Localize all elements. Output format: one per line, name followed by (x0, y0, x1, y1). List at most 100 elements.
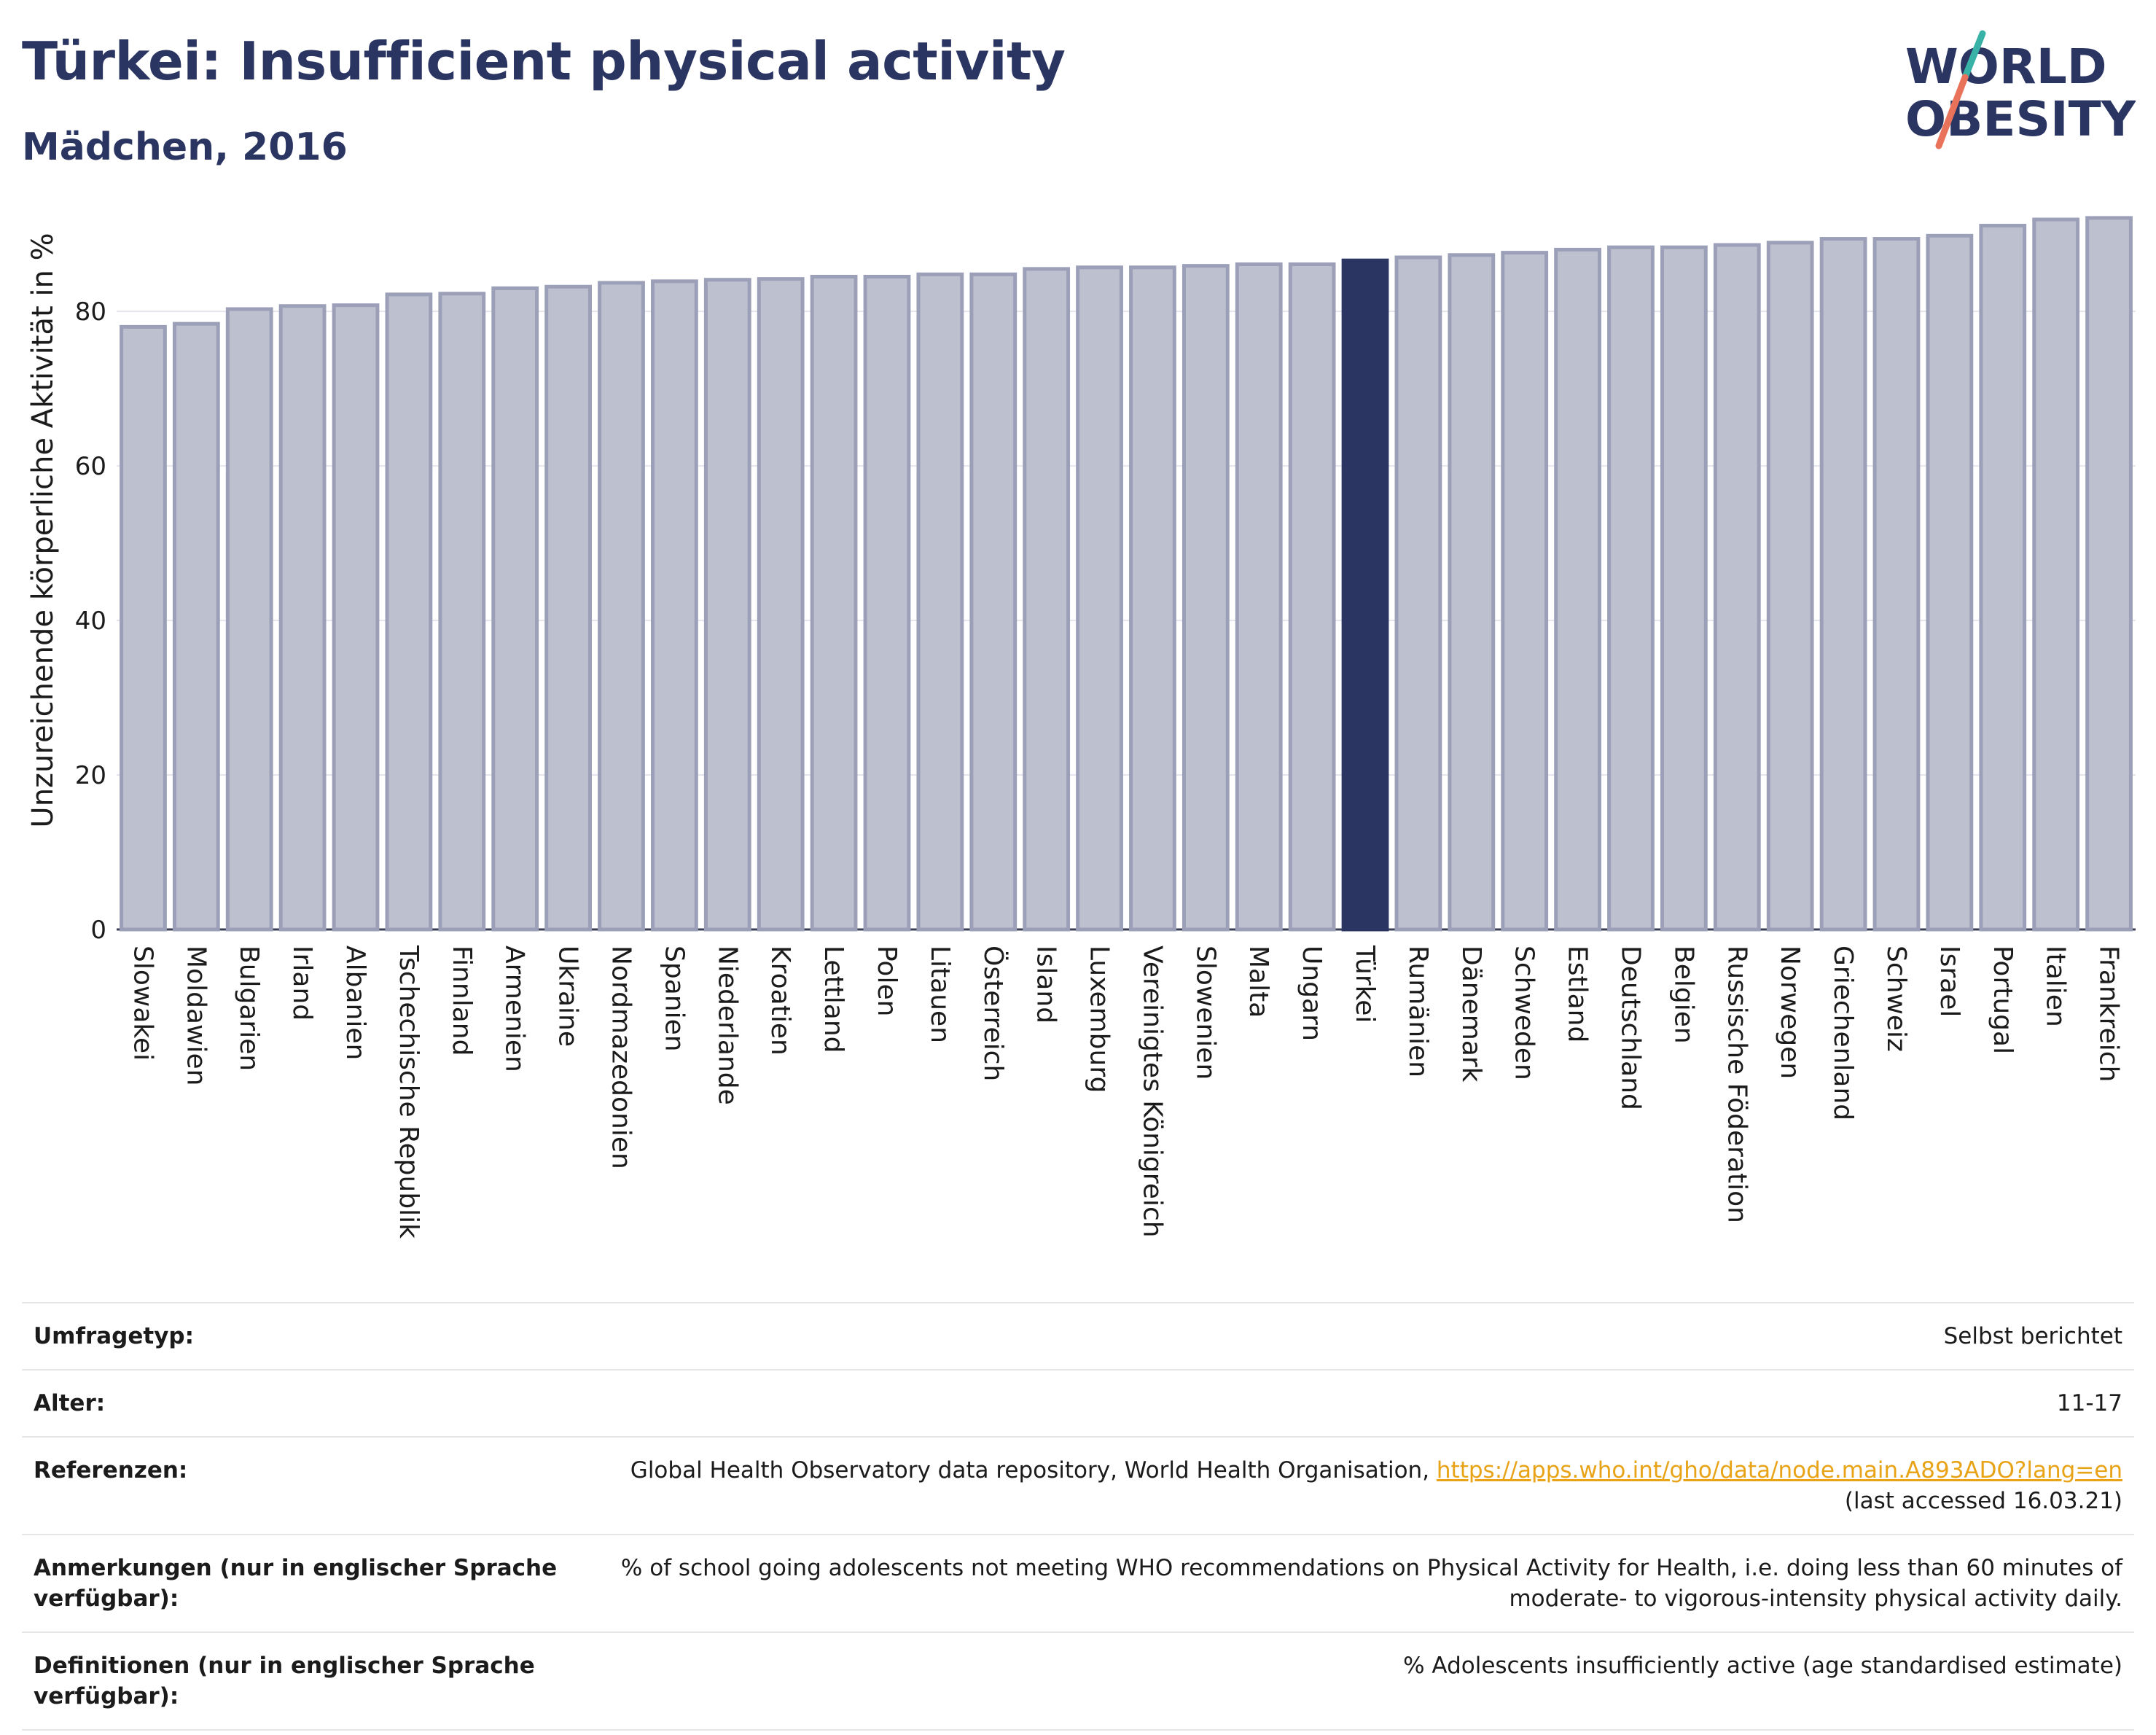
bar-spanien (651, 279, 698, 932)
x-tick-label: Dänemark (1456, 946, 1486, 1083)
x-tick-label: Vereinigtes Königreich (1137, 946, 1167, 1238)
bar-nordmazedonien (598, 281, 645, 932)
info-value: Selbst berichtet (1943, 1323, 2122, 1349)
x-tick-label: Moldawien (181, 946, 211, 1085)
x-tick-label: Irland (287, 946, 317, 1021)
reference-link[interactable]: https://apps.who.int/gho/data/node.main.… (1436, 1457, 2122, 1483)
x-tick-label: Israel (1934, 946, 1964, 1017)
x-tick-label: Kroatien (765, 946, 795, 1056)
logo-slash-coral (1935, 74, 1969, 149)
bar-griechenland (1819, 237, 1867, 932)
x-tick-label: Rumänien (1403, 946, 1433, 1077)
y-axis-label: Unzureichende körperliche Aktivität in % (26, 233, 60, 827)
bar-bulgarien (225, 307, 273, 932)
bar-belgien (1660, 245, 1708, 932)
bar-irland (278, 304, 327, 932)
info-label: Definitionen (nur in englischer Sprache … (34, 1653, 535, 1709)
info-label: Anmerkungen (nur in englischer Sprache v… (34, 1555, 558, 1612)
x-tick-label: Österreich (978, 946, 1009, 1081)
bar-türkei (1341, 258, 1389, 932)
bar-österreich (969, 272, 1018, 932)
y-axis: 0 20 40 60 80 (75, 297, 106, 945)
info-value: % Adolescents insufficiently active (age… (1403, 1653, 2122, 1679)
bar-frankreich (2085, 216, 2133, 932)
y-tick-label: 40 (75, 607, 106, 636)
x-tick-label: Schweiz (1881, 946, 1911, 1052)
info-label: Umfragetyp: (34, 1323, 194, 1349)
bar-island (1023, 267, 1071, 932)
chart-title: Türkei: Insufficient physical activity (22, 31, 1066, 92)
x-tick-label: Niederlande (712, 946, 742, 1105)
bar-slowenien (1181, 264, 1230, 932)
x-tick-label: Ukraine (553, 946, 583, 1047)
bar-norwegen (1766, 241, 1814, 932)
x-tick-label: Belgien (1668, 946, 1698, 1044)
info-row: Definitionen (nur in englischer Sprache … (22, 1632, 2134, 1730)
x-tick-label: Albanien (340, 946, 370, 1060)
bar-rumänien (1394, 255, 1442, 932)
x-tick-label: Deutschland (1616, 946, 1646, 1110)
x-tick-label: Italien (2041, 946, 2071, 1027)
bar-russische-föderation (1713, 243, 1761, 932)
info-label: Alter: (34, 1390, 106, 1416)
x-tick-label: Malta (1243, 946, 1273, 1018)
y-tick-label: 20 (75, 761, 106, 790)
bar-finnland (438, 292, 486, 932)
x-tick-label: Lettland (819, 946, 848, 1053)
x-tick-label: Schweden (1509, 946, 1539, 1080)
x-tick-label: Slowakei (128, 946, 157, 1061)
reference-accessed: (last accessed 16.03.21) (1844, 1488, 2122, 1514)
x-axis: Slowakei Moldawien Bulgarien Irland Albanien… (128, 945, 2123, 1239)
bar-litauen (916, 272, 964, 932)
bar-estland (1554, 247, 1601, 932)
bar-polen (863, 274, 911, 932)
x-tick-label: Tschechische Republik (394, 945, 423, 1239)
x-tick-label: Armenien (500, 946, 530, 1072)
x-tick-label: Russische Föderation (1722, 946, 1751, 1223)
bar-portugal (1979, 224, 2027, 932)
bar-schweiz (1872, 237, 1921, 932)
x-tick-label: Portugal (1988, 946, 2018, 1054)
y-tick-label: 80 (75, 297, 106, 327)
x-tick-label: Litauen (925, 946, 955, 1043)
info-value: Global Health Observatory data repositor… (570, 1437, 2134, 1535)
bar-slowakei (120, 324, 167, 932)
bar-dänemark (1448, 253, 1496, 932)
bar-chart: 0 20 40 60 80 Slowakei Moldawien Bulgarien Irla… (26, 216, 2136, 1239)
info-row: Referenzen: Global Health Observatory da… (22, 1437, 2134, 1535)
y-tick-label: 60 (75, 452, 106, 481)
logo-text-world: WORLD (1905, 39, 2107, 95)
x-tick-label: Finnland (447, 946, 477, 1056)
x-tick-label: Nordmazedonien (606, 946, 636, 1169)
info-row: Alter: 11-17 (22, 1370, 2134, 1437)
info-value: 11-17 (2056, 1390, 2122, 1416)
x-tick-label: Slowenien (1190, 946, 1220, 1080)
x-tick-label: Türkei (1350, 945, 1380, 1023)
bar-malta (1235, 262, 1283, 932)
bar-ungarn (1288, 262, 1336, 932)
y-tick-label: 0 (90, 916, 106, 945)
x-tick-label: Norwegen (1775, 946, 1805, 1079)
info-row: Umfragetyp: Selbst berichtet (22, 1303, 2134, 1370)
reference-text: Global Health Observatory data repositor… (630, 1457, 1437, 1483)
bars (120, 216, 2133, 932)
bar-italien (2032, 217, 2080, 932)
x-tick-label: Ungarn (1297, 946, 1327, 1041)
bar-deutschland (1607, 245, 1655, 932)
chart-subtitle: Mädchen, 2016 (22, 125, 348, 169)
x-tick-label: Island (1031, 946, 1061, 1024)
info-label: Referenzen: (34, 1457, 188, 1483)
bar-vereinigtes-königreich (1129, 265, 1176, 932)
bar-lettland (810, 274, 858, 932)
info-row: Anmerkungen (nur in englischer Sprache v… (22, 1535, 2134, 1632)
bar-schweden (1501, 251, 1549, 932)
bar-armenien (491, 286, 539, 932)
bar-tschechische-republik (385, 292, 433, 932)
info-value: % of school going adolescents not meetin… (620, 1555, 2122, 1612)
bar-kroatien (757, 277, 805, 932)
bar-israel (1926, 233, 1974, 932)
bar-luxemburg (1076, 265, 1123, 932)
x-tick-label: Frankreich (2094, 946, 2124, 1082)
x-tick-label: Bulgarien (234, 946, 264, 1071)
x-tick-label: Griechenland (1828, 946, 1858, 1120)
